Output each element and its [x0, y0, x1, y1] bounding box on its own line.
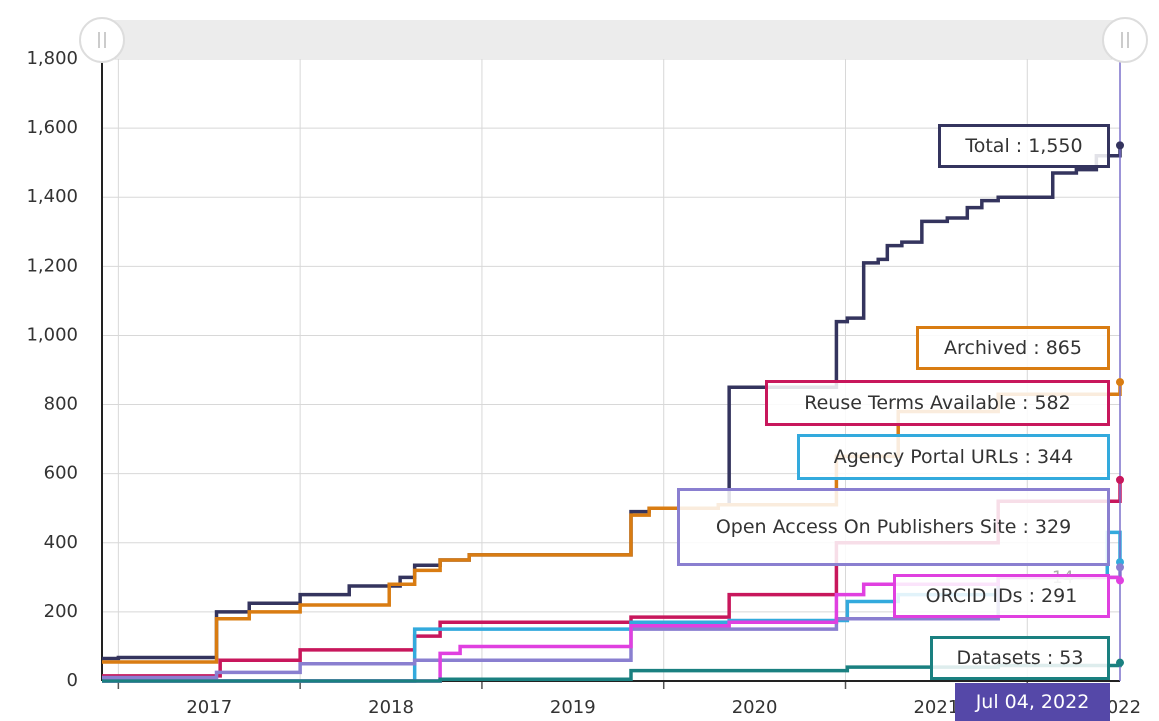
series-name: Datasets — [956, 647, 1041, 669]
value-label: 344 — [1036, 446, 1074, 468]
tooltip: Open Access On Publishers Site : 329 — [677, 488, 1110, 566]
tooltip: Datasets : 53 — [930, 636, 1110, 680]
tooltip: ORCID IDs : 291 — [893, 574, 1110, 618]
end-marker — [1116, 378, 1124, 387]
series-name: Total — [965, 135, 1010, 157]
tooltip: Reuse Terms Available : 582 — [765, 380, 1110, 426]
separator: : — [1022, 585, 1042, 607]
value-label: 291 — [1041, 585, 1078, 607]
value-label: 582 — [1034, 392, 1071, 414]
y-tick-label: 1,600 — [26, 117, 78, 138]
separator: : — [1009, 135, 1029, 157]
series-name: Agency Portal URLs — [833, 446, 1019, 468]
separator: : — [1015, 392, 1035, 414]
y-tick-label: 600 — [44, 463, 78, 484]
end-marker — [1116, 576, 1124, 585]
y-tick-label: 1,200 — [26, 255, 78, 276]
tooltip-text: Reuse Terms Available : 582 — [804, 388, 1070, 418]
series-line — [102, 145, 1122, 661]
tooltip: Agency Portal URLs : 344 — [797, 434, 1110, 480]
value-label: 1,550 — [1028, 135, 1083, 157]
y-tick-label: 1,000 — [26, 324, 78, 345]
y-tick-label: 400 — [44, 532, 78, 553]
series-name: Open Access On Publishers Site — [715, 516, 1017, 538]
tooltip-text: Open Access On Publishers Site : 329 — [716, 512, 1071, 542]
separator: : — [1040, 647, 1060, 669]
y-tick-label: 1,800 — [26, 48, 78, 69]
tooltip-text: Agency Portal URLs : 344 — [834, 442, 1074, 472]
navigator-handle[interactable] — [1102, 17, 1148, 63]
x-tick-label: 2020 — [732, 697, 778, 718]
x-tick-label: 2018 — [368, 697, 414, 718]
separator: : — [1018, 446, 1037, 468]
end-marker — [1116, 475, 1124, 484]
series-name: Archived — [944, 337, 1028, 359]
y-tick-label: 0 — [67, 670, 78, 691]
value-label: 865 — [1045, 337, 1082, 359]
separator: : — [1027, 337, 1046, 359]
y-tick-label: 800 — [44, 394, 78, 415]
y-tick-label: 1,400 — [26, 186, 78, 207]
navigator-bar[interactable] — [102, 20, 1122, 58]
tooltip-text: Archived : 865 — [944, 333, 1082, 363]
navigator-handle[interactable] — [79, 17, 125, 63]
y-tick-label: 200 — [44, 601, 78, 622]
x-tick-label: 2017 — [186, 697, 232, 718]
tooltip-text: Datasets : 53 — [957, 643, 1084, 673]
series-name: ORCID IDs — [925, 585, 1023, 607]
separator: : — [1016, 516, 1035, 538]
x-tick-label: 2019 — [550, 697, 596, 718]
end-marker — [1116, 658, 1124, 667]
tooltip: Archived : 865 — [916, 326, 1110, 370]
series-name: Reuse Terms Available — [804, 392, 1016, 414]
value-label: 53 — [1059, 647, 1084, 669]
tooltip: Total : 1,550 — [938, 124, 1110, 168]
x-tick-label: 2021 — [913, 697, 959, 718]
crosshair-label: Jul 04, 2022 — [955, 683, 1110, 721]
end-marker — [1116, 141, 1124, 150]
tooltip-text: Total : 1,550 — [965, 131, 1082, 161]
end-marker — [1116, 563, 1124, 572]
value-label: 329 — [1034, 516, 1072, 538]
tooltip-text: ORCID IDs : 291 — [926, 581, 1078, 611]
